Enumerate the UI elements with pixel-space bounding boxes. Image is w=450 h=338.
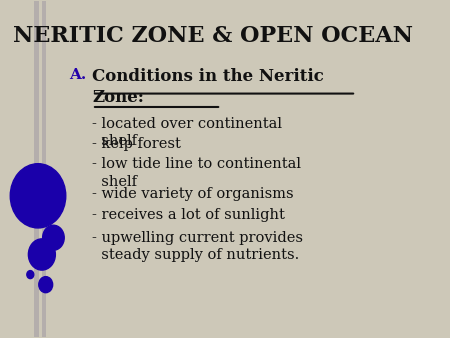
Ellipse shape xyxy=(10,164,66,228)
Text: - kelp forest: - kelp forest xyxy=(92,137,181,151)
Text: NERITIC ZONE & OPEN OCEAN: NERITIC ZONE & OPEN OCEAN xyxy=(13,25,413,47)
Text: - upwelling current provides
  steady supply of nutrients.: - upwelling current provides steady supp… xyxy=(92,231,303,262)
Text: - wide variety of organisms: - wide variety of organisms xyxy=(92,188,293,201)
Ellipse shape xyxy=(28,239,55,270)
Ellipse shape xyxy=(27,271,34,279)
Bar xyxy=(42,1,46,337)
Ellipse shape xyxy=(43,225,64,250)
Bar xyxy=(34,1,39,337)
Text: - receives a lot of sunlight: - receives a lot of sunlight xyxy=(92,208,285,221)
Text: A.: A. xyxy=(69,68,86,82)
Ellipse shape xyxy=(39,276,53,293)
Text: - low tide line to continental
  shelf: - low tide line to continental shelf xyxy=(92,157,301,189)
Text: Conditions in the Neritic
Zone:: Conditions in the Neritic Zone: xyxy=(92,68,324,106)
Text: - located over continental
  shelf: - located over continental shelf xyxy=(92,117,282,148)
